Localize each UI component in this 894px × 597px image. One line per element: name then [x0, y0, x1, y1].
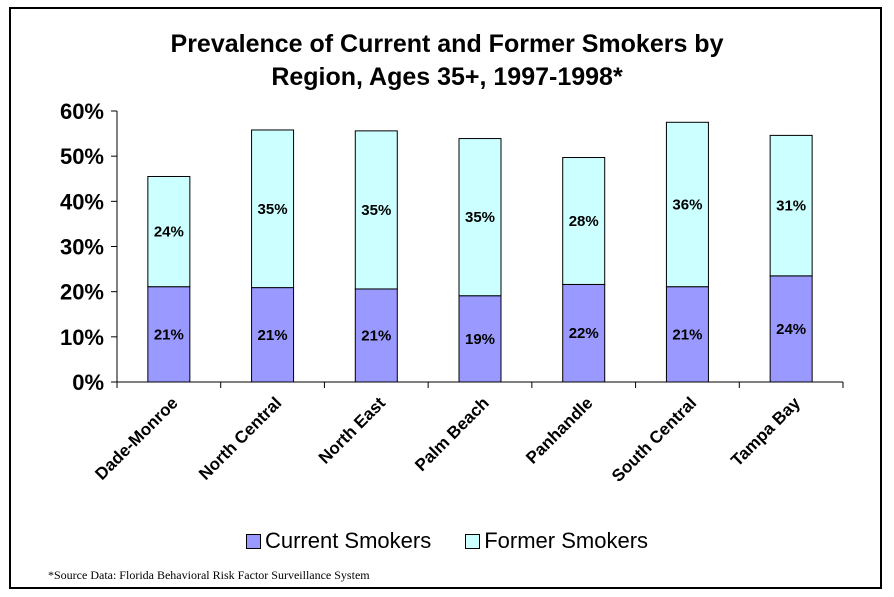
data-label-current: 21% — [258, 327, 288, 344]
legend-label-current: Current Smokers — [264, 528, 432, 553]
legend-item-current: Current Smokers — [245, 528, 432, 554]
bar-current-smokers — [251, 287, 295, 383]
chart-title: Prevalence of Current and Former Smokers… — [0, 28, 894, 94]
bar-current-smokers — [147, 286, 191, 383]
bar-former-smokers — [354, 130, 398, 290]
data-label-former: 35% — [361, 202, 391, 219]
data-label-current: 24% — [776, 321, 806, 338]
data-label-former: 35% — [465, 209, 495, 226]
bar-former-smokers — [458, 138, 502, 297]
bar-current-smokers — [354, 288, 398, 383]
bar-current-smokers — [769, 275, 813, 383]
y-tick-label: 50% — [60, 144, 104, 169]
legend-item-former: Former Smokers — [465, 528, 648, 554]
chart-title-line-1: Prevalence of Current and Former Smokers… — [170, 30, 724, 58]
category-label: Tampa Bay — [727, 393, 804, 470]
data-label-former: 24% — [154, 224, 184, 241]
legend-swatch-current — [245, 533, 261, 549]
data-label-former: 28% — [569, 213, 599, 230]
data-label-current: 21% — [154, 326, 184, 343]
legend-label-former: Former Smokers — [484, 528, 649, 553]
data-label-former: 31% — [776, 198, 806, 215]
bar-former-smokers — [665, 121, 709, 288]
y-tick-label: 60% — [60, 99, 104, 124]
bar-former-smokers — [769, 134, 813, 277]
category-label: Palm Beach — [411, 393, 493, 475]
data-label-former: 35% — [258, 201, 288, 218]
data-label-former: 36% — [672, 196, 702, 213]
chart-title-line-2: Region, Ages 35+, 1997-1998* — [271, 63, 623, 91]
category-label: North Central — [195, 393, 285, 483]
legend-swatch-former — [465, 533, 481, 549]
category-label: North East — [315, 393, 389, 467]
data-label-current: 22% — [569, 325, 599, 342]
bar-current-smokers — [458, 295, 502, 383]
legend: Current Smokers Former Smokers — [0, 528, 894, 554]
source-note: *Source Data: Florida Behavioral Risk Fa… — [48, 568, 370, 582]
bar-current-smokers — [562, 283, 606, 383]
category-label: Dade-Monroe — [91, 393, 181, 483]
y-tick-label: 10% — [60, 325, 104, 350]
data-label-current: 19% — [465, 331, 495, 348]
y-tick-label: 40% — [60, 189, 104, 214]
bar-former-smokers — [251, 129, 295, 289]
bar-former-smokers — [147, 175, 191, 288]
bar-former-smokers — [562, 157, 606, 285]
category-label: South Central — [608, 393, 700, 485]
y-tick-label: 0% — [72, 370, 104, 395]
y-tick-label: 30% — [60, 235, 104, 260]
data-label-current: 21% — [672, 326, 702, 343]
category-label: Panhandle — [522, 393, 596, 467]
y-tick-label: 20% — [60, 280, 104, 305]
data-label-current: 21% — [361, 327, 391, 344]
